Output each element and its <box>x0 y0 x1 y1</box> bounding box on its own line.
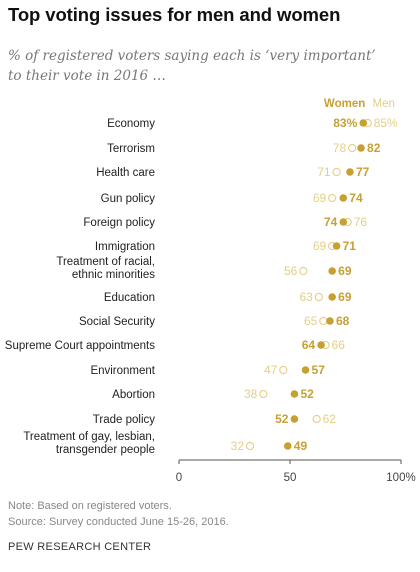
notes-block: Note: Based on registered voters. Source… <box>8 498 229 530</box>
men-dot <box>279 365 288 375</box>
legend-women: Women <box>324 98 365 110</box>
men-value-label: 78 <box>333 141 347 155</box>
women-dot <box>357 144 365 152</box>
women-value-label: 77 <box>356 165 370 179</box>
women-dot <box>290 390 299 398</box>
category-label: Trade policy <box>93 414 155 426</box>
source-text: Source: Survey conducted June 15-26, 201… <box>8 516 229 528</box>
men-value-label: 62 <box>323 412 337 426</box>
men-dot <box>245 441 255 451</box>
category-label: Health care <box>96 167 155 179</box>
men-value-label: 32 <box>231 439 245 453</box>
category-label-line: Treatment of racial, <box>56 256 155 268</box>
women-dot <box>301 366 310 374</box>
men-dot <box>328 193 337 203</box>
men-value-label: 71 <box>317 165 331 179</box>
dot-plot-chart: Women Men Economy 83% 85% Terrorism 82 78 Health… <box>5 98 416 484</box>
men-dot <box>259 389 268 399</box>
women-dot <box>283 442 292 450</box>
category-label: Treatment of gay, lesbian, transgender pe… <box>23 431 155 456</box>
women-value-label: 71 <box>343 239 357 253</box>
men-dot <box>314 292 324 302</box>
note-text: Note: Based on registered voters. <box>8 500 172 512</box>
men-dot <box>348 143 357 153</box>
women-value-label: 74 <box>349 191 363 205</box>
women-value-label: 49 <box>294 439 308 453</box>
men-value-label: 85% <box>374 116 398 130</box>
men-value-label: 38 <box>244 387 258 401</box>
chart-title: Top voting issues for men and women <box>8 4 341 25</box>
category-label: Gun policy <box>101 193 156 205</box>
men-value-label: 76 <box>354 215 368 229</box>
women-value-label: 82 <box>367 141 381 155</box>
category-label-line: ethnic minorities <box>72 269 155 281</box>
category-label: Abortion <box>112 389 155 401</box>
men-value-label: 63 <box>300 290 314 304</box>
men-value-label: 69 <box>313 191 327 205</box>
women-value-label: 69 <box>338 290 352 304</box>
men-dot <box>312 414 321 424</box>
women-value-label: 52 <box>300 387 314 401</box>
category-label: Foreign policy <box>83 217 155 229</box>
women-dot <box>339 194 348 202</box>
men-value-label: 47 <box>264 363 278 377</box>
chart-subtitle: % of registered voters saying each is ‘v… <box>8 48 376 84</box>
category-label: Treatment of racial, ethnic minorities <box>56 256 155 281</box>
category-label-line: Treatment of gay, lesbian, <box>23 431 155 443</box>
women-value-label: 74 <box>324 215 338 229</box>
women-value-label: 69 <box>338 264 352 278</box>
women-dot <box>339 218 348 226</box>
women-dot <box>359 119 368 127</box>
men-value-label: 56 <box>284 264 298 278</box>
men-value-label: 66 <box>332 338 346 352</box>
women-value-label: 83% <box>333 116 357 130</box>
category-label: Social Security <box>79 316 155 328</box>
men-value-label: 69 <box>313 239 327 253</box>
women-value-label: 52 <box>275 412 289 426</box>
men-value-label: 65 <box>304 314 318 328</box>
women-value-label: 57 <box>312 363 326 377</box>
women-dot <box>346 168 354 176</box>
x-axis-tick-label: 100% <box>386 472 415 484</box>
category-label: Environment <box>90 365 155 377</box>
category-label: Immigration <box>95 241 155 253</box>
women-dot <box>317 341 325 349</box>
women-value-label: 64 <box>302 338 316 352</box>
x-axis-tick-label: 50 <box>284 472 297 484</box>
women-dot <box>332 242 341 250</box>
men-dot <box>299 266 308 276</box>
x-axis-tick-label: 0 <box>176 472 182 484</box>
category-label: Education <box>104 292 155 304</box>
category-label: Supreme Court appointments <box>5 340 155 352</box>
men-dot <box>332 167 341 177</box>
women-dot <box>328 267 336 275</box>
category-label-line: transgender people <box>56 444 155 456</box>
credit-text: PEW RESEARCH CENTER <box>8 541 152 553</box>
category-label: Terrorism <box>107 143 155 155</box>
women-value-label: 68 <box>336 314 350 328</box>
category-label: Economy <box>107 118 155 130</box>
legend-men: Men <box>373 98 395 110</box>
women-dot <box>290 415 299 423</box>
women-dot <box>328 293 336 301</box>
women-dot <box>326 317 334 325</box>
men-dot <box>319 316 328 326</box>
